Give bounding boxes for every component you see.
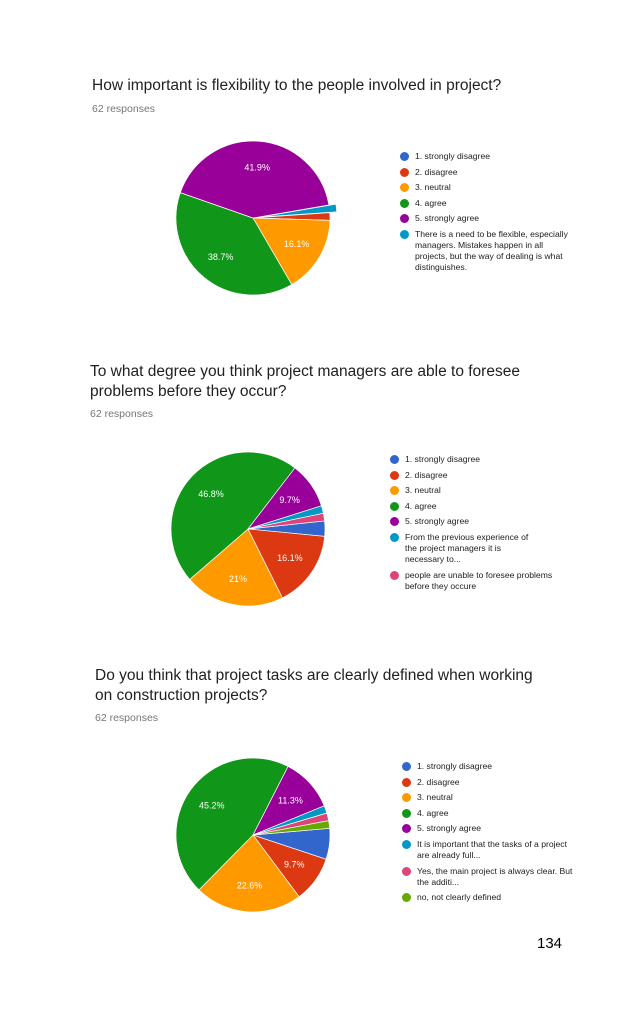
pie-slice-label: 9.7% [279, 495, 300, 505]
legend-swatch [402, 808, 411, 818]
legend-swatch [390, 455, 399, 464]
pie-slice [198, 834, 300, 913]
pie-slice [259, 203, 338, 218]
chart-2-response-count: 62 responses [90, 408, 154, 420]
legend-swatch [400, 167, 409, 177]
legend-item: 1. strongly disagree [400, 151, 575, 162]
legend-label: 4. agree [417, 807, 449, 818]
pie-slice [175, 192, 293, 296]
legend-item: 5. strongly agree [402, 823, 577, 834]
legend-label: Yes, the main project is always clear. B… [417, 865, 573, 887]
chart-3-title: Do you think that project tasks are clea… [95, 667, 533, 704]
pie-slice-label: 41.9% [244, 162, 270, 172]
chart-3-legend: 1. strongly disagree 2. disagree 3. neut… [402, 761, 577, 908]
legend-item: 2. disagree [390, 470, 565, 481]
pie-slice [252, 217, 331, 286]
legend-item: There is a need to be flexible, especial… [400, 229, 570, 273]
legend-label: 3. neutral [405, 485, 441, 496]
legend-item: 2. disagree [400, 167, 575, 178]
legend-item: 4. agree [400, 198, 575, 209]
legend-label: 2. disagree [415, 166, 458, 177]
legend-item: 5. strongly agree [400, 213, 575, 224]
legend-item: 5. strongly agree [390, 516, 565, 527]
legend-swatch [390, 470, 399, 480]
legend-item: 4. agree [402, 808, 577, 819]
legend-item: 3. neutral [400, 182, 575, 193]
legend-swatch [402, 762, 411, 771]
legend-swatch [390, 517, 399, 527]
legend-label: people are unable to foresee problems be… [405, 569, 553, 591]
legend-label: 2. disagree [417, 776, 460, 787]
pie-slice-label: 16.1% [277, 553, 303, 563]
legend-label: 5. strongly agree [405, 516, 470, 527]
chart-2-pie: 16.1% 21% 46.8% 9.7% [170, 451, 326, 607]
legend-label: There is a need to be flexible, especial… [415, 228, 568, 272]
pie-slice-label: 16.1% [284, 239, 310, 249]
chart-1-response-count: 62 responses [92, 103, 156, 115]
legend-label: 4. agree [415, 197, 447, 208]
pie-slice-label: 38.7% [208, 252, 234, 262]
legend-item: It is important that the tasks of a proj… [402, 839, 577, 861]
legend-swatch [390, 501, 399, 511]
pie-slice [179, 140, 330, 219]
legend-swatch [402, 777, 411, 787]
legend-swatch [400, 214, 409, 224]
pie-slice-label: 46.8% [198, 489, 224, 499]
pie-slice-label: 22.6% [237, 881, 263, 891]
legend-item: 2. disagree [402, 777, 577, 788]
legend-swatch [390, 570, 399, 580]
legend-item: Yes, the main project is always clear. B… [402, 866, 577, 888]
legend-label: no, not clearly defined [417, 892, 502, 903]
legend-item: 1. strongly disagree [402, 761, 577, 772]
legend-item: people are unable to foresee problems be… [390, 570, 555, 592]
pie-slice [189, 528, 283, 607]
legend-item: 1. strongly disagree [390, 454, 565, 465]
legend-swatch [402, 839, 411, 849]
chart-1-title: How important is flexibility to the peop… [92, 77, 502, 94]
chart-2-legend: 1. strongly disagree 2. disagree 3. neut… [390, 454, 565, 596]
pie-slice-label: 45.2% [199, 800, 225, 810]
legend-swatch [390, 532, 399, 542]
legend-label: 3. neutral [417, 792, 453, 803]
legend-label: 3. neutral [415, 182, 451, 193]
legend-label: From the previous experience of the proj… [405, 531, 529, 564]
legend-swatch [390, 486, 399, 496]
legend-item: 3. neutral [402, 792, 577, 803]
pie-slice [252, 820, 331, 836]
pie-slice [247, 512, 325, 530]
chart-1-pie: 16.1% 38.7% 41.9% [175, 140, 338, 296]
pie-slice [170, 451, 296, 580]
chart-2-title: To what degree you think project manager… [90, 363, 520, 400]
legend-label: It is important that the tasks of a proj… [417, 838, 567, 860]
pie-slice-label: 21% [229, 574, 247, 584]
legend-label: 1. strongly disagree [417, 761, 492, 771]
legend-swatch [402, 824, 411, 834]
legend-item: no, not clearly defined [402, 892, 577, 903]
chart-3-pie: 9.7% 22.6% 45.2% 11.3% [175, 757, 331, 913]
legend-label: 1. strongly disagree [415, 151, 490, 161]
legend-swatch [402, 793, 411, 803]
legend-label: 5. strongly agree [415, 213, 480, 224]
legend-swatch [402, 893, 411, 903]
legend-label: 4. agree [405, 500, 437, 511]
pie-slice-label: 9.7% [284, 860, 305, 870]
pie-slice [175, 757, 289, 891]
legend-label: 1. strongly disagree [405, 454, 480, 464]
legend-swatch [400, 183, 409, 193]
chart-3-response-count: 62 responses [95, 712, 159, 724]
legend-swatch [400, 229, 409, 239]
legend-label: 5. strongly agree [417, 823, 482, 834]
pie-slice-label: 11.3% [278, 796, 303, 806]
legend-item: 4. agree [390, 501, 565, 512]
legend-swatch [402, 866, 411, 876]
page-number: 134 [537, 935, 563, 952]
legend-swatch [400, 152, 409, 161]
legend-label: 2. disagree [405, 469, 448, 480]
chart-1-legend: 1. strongly disagree 2. disagree 3. neut… [400, 151, 575, 278]
legend-swatch [400, 198, 409, 208]
legend-item: 3. neutral [390, 485, 565, 496]
legend-item: From the previous experience of the proj… [390, 532, 540, 565]
pie-slice [247, 528, 326, 599]
